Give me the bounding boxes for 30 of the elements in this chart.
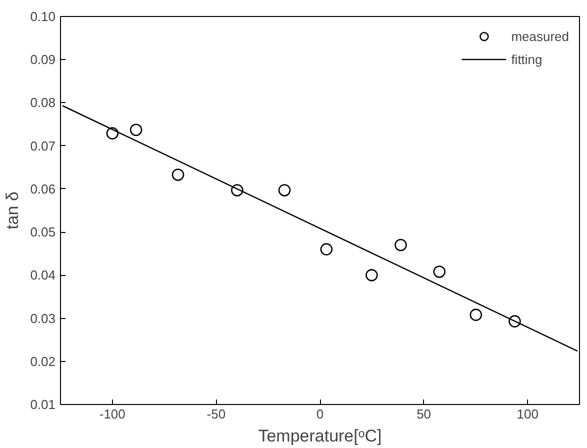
x-tick-label: -50 (206, 406, 226, 422)
x-tick-label: 0 (316, 406, 324, 422)
y-tick-label: 0.07 (30, 138, 56, 154)
y-tick-label: 0.10 (30, 9, 56, 24)
x-tick-label: -100 (99, 406, 126, 422)
y-tick-label: 0.03 (30, 310, 56, 326)
y-tick-label: 0.08 (30, 95, 56, 110)
y-tick-label: 0.02 (30, 354, 56, 369)
point (106, 127, 119, 140)
point (508, 315, 521, 328)
legend-label: measured (511, 28, 569, 44)
y-tick-label: 0.06 (30, 181, 56, 196)
x-axis-title: Temperature[ᵒC] (258, 426, 382, 446)
point (366, 269, 378, 282)
x-tick-label: 100 (516, 406, 538, 422)
point (433, 266, 446, 278)
y-tick-label: 0.04 (30, 268, 56, 283)
y-axis-title: tan δ (3, 192, 22, 230)
y-tick-label: 0.09 (30, 52, 56, 68)
point (278, 184, 291, 196)
point (394, 238, 407, 252)
x-tick-label: 50 (416, 406, 432, 422)
point (320, 243, 333, 256)
y-tick-label: 0.01 (30, 397, 56, 412)
point (231, 184, 244, 196)
point (130, 124, 142, 136)
point (172, 168, 184, 181)
y-tick-label: 0.05 (30, 224, 56, 240)
point (470, 308, 482, 321)
legend-label: fitting (511, 52, 542, 66)
